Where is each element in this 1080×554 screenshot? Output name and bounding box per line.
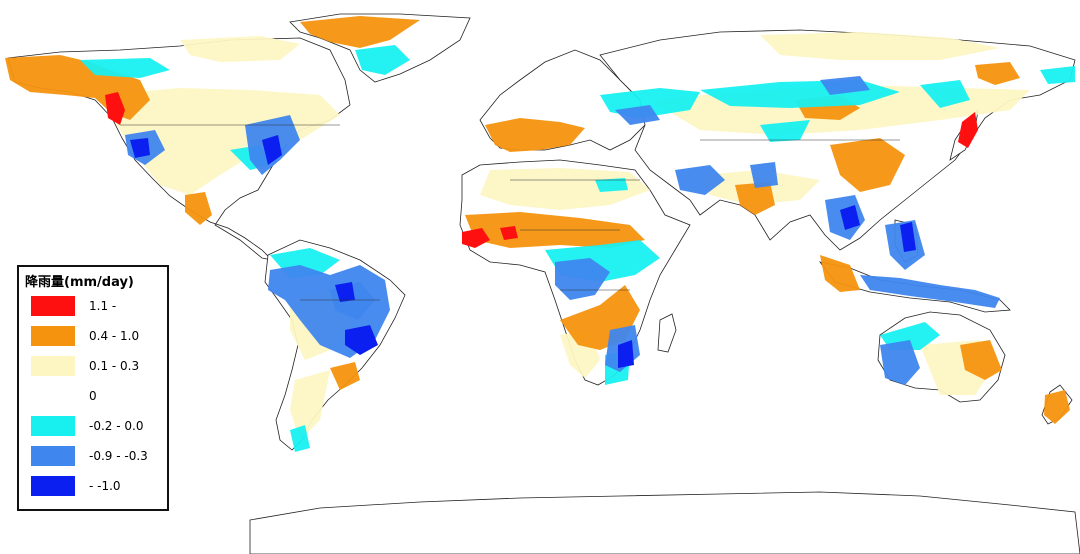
legend-label: 0 [89, 389, 97, 403]
legend-swatch [31, 446, 75, 466]
legend-item: - -1.0 [31, 476, 171, 496]
legend-item: 0.1 - 0.3 [31, 356, 171, 376]
border-lines [120, 124, 900, 301]
legend-item: -0.2 - 0.0 [31, 416, 171, 436]
patches-red [105, 92, 978, 248]
legend-swatch [31, 476, 75, 496]
legend-item: 1.1 - [31, 296, 171, 316]
legend-label: -0.2 - 0.0 [89, 419, 144, 433]
legend-swatch [31, 356, 75, 376]
madagascar-land [657, 313, 677, 353]
legend-item: -0.9 - -0.3 [31, 446, 171, 466]
legend-item: 0.4 - 1.0 [31, 326, 171, 346]
legend-swatch [31, 326, 75, 346]
legend-label: - -1.0 [89, 479, 121, 493]
legend-item: 0 [31, 386, 171, 406]
legend-title: 降雨量(mm/day) [25, 275, 134, 290]
rainfall-anomaly-patches [5, 16, 1075, 452]
legend-label: 1.1 - [89, 299, 117, 313]
legend-label: 0.1 - 0.3 [89, 359, 140, 373]
antarctica-land [249, 491, 1080, 554]
legend-swatch [31, 416, 75, 436]
legend-swatch [31, 386, 75, 406]
legend-panel: 降雨量(mm/day) 1.1 - 0.4 - 1.0 0.1 - 0.3 0 -0.2… [17, 265, 169, 511]
legend-swatch [31, 296, 75, 316]
legend-label: 0.4 - 1.0 [89, 329, 140, 343]
patches-dark-blue [130, 135, 916, 368]
legend-label: -0.9 - -0.3 [89, 449, 148, 463]
